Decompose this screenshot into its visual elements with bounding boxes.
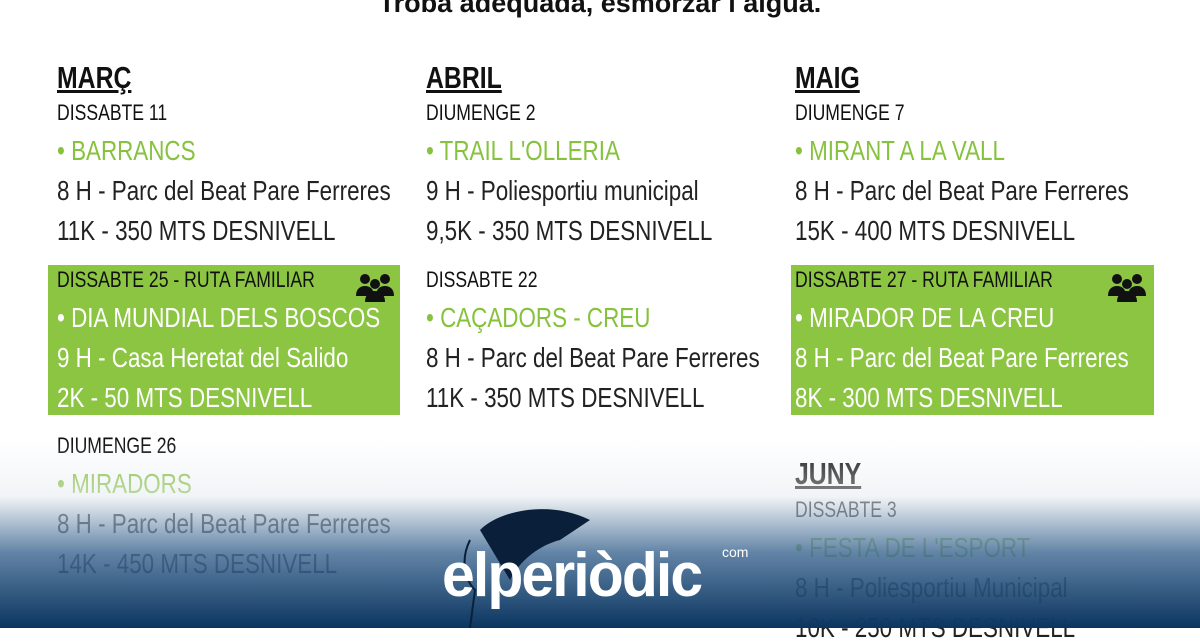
event-title: • BARRANCS [57, 135, 196, 166]
event-time: 8 H - Parc del Beat Pare Ferreres [57, 508, 391, 539]
event-day: DIUMENGE 2 [426, 100, 536, 125]
event-day: DISSABTE 25 - RUTA FAMILIAR [57, 267, 315, 292]
event-distance: 14K - 450 MTS DESNIVELL [57, 548, 338, 579]
event-distance: 2K - 50 MTS DESNIVELL [57, 382, 313, 413]
event-distance: 15K - 400 MTS DESNIVELL [795, 215, 1076, 246]
event-time: 9 H - Poliesportiu municipal [426, 175, 699, 206]
event-day: DIUMENGE 26 [57, 433, 177, 458]
runner-silhouette-icon [463, 509, 590, 628]
header-text: Troba adequada, esmorzar i aigua. [378, 0, 822, 18]
event-distance: 8K - 300 MTS DESNIVELL [795, 382, 1063, 413]
event-day: DISSABTE 22 [426, 267, 538, 292]
event-time: 8 H - Parc del Beat Pare Ferreres [795, 342, 1129, 373]
family-icon [356, 274, 394, 302]
event-time: 8 H - Parc del Beat Pare Ferreres [426, 342, 760, 373]
month-heading: ABRIL [426, 60, 502, 95]
event-distance: 9,5K - 350 MTS DESNIVELL [426, 215, 713, 246]
event-distance: 11K - 350 MTS DESNIVELL [57, 215, 336, 246]
event-title: • MIRADORS [57, 468, 192, 499]
event-distance: 10K - 250 MTS DESNIVELL [795, 612, 1076, 643]
highlight-box-maig [791, 265, 1154, 415]
event-time: 9 H - Casa Heretat del Salido [57, 342, 349, 373]
logo-suffix: com [722, 544, 749, 560]
month-heading: JUNY [795, 456, 862, 491]
logo-text: elperiòdic [442, 541, 703, 610]
event-distance: 11K - 350 MTS DESNIVELL [426, 382, 705, 413]
event-title: • MIRANT A LA VALL [795, 135, 1005, 166]
event-time: 8 H - Parc del Beat Pare Ferreres [795, 175, 1129, 206]
event-time: 8 H - Poliesportiu Municipal [795, 572, 1068, 603]
event-day: DISSABTE 3 [795, 497, 897, 522]
event-day: DIUMENGE 7 [795, 100, 905, 125]
event-day: DISSABTE 11 [57, 100, 168, 125]
event-day: DISSABTE 27 - RUTA FAMILIAR [795, 267, 1053, 292]
event-title: • DIA MUNDIAL DELS BOSCOS [57, 302, 381, 333]
month-heading: MARÇ [57, 60, 132, 95]
family-icon [1108, 274, 1146, 302]
event-title: • MIRADOR DE LA CREU [795, 302, 1055, 333]
event-title: • TRAIL L'OLLERIA [426, 135, 620, 166]
event-time: 8 H - Parc del Beat Pare Ferreres [57, 175, 391, 206]
event-title: • CAÇADORS - CREU [426, 302, 651, 333]
event-title: • FESTA DE L'ESPORT [795, 532, 1031, 563]
highlight-box-marc [48, 265, 400, 415]
month-heading: MAIG [795, 60, 860, 95]
